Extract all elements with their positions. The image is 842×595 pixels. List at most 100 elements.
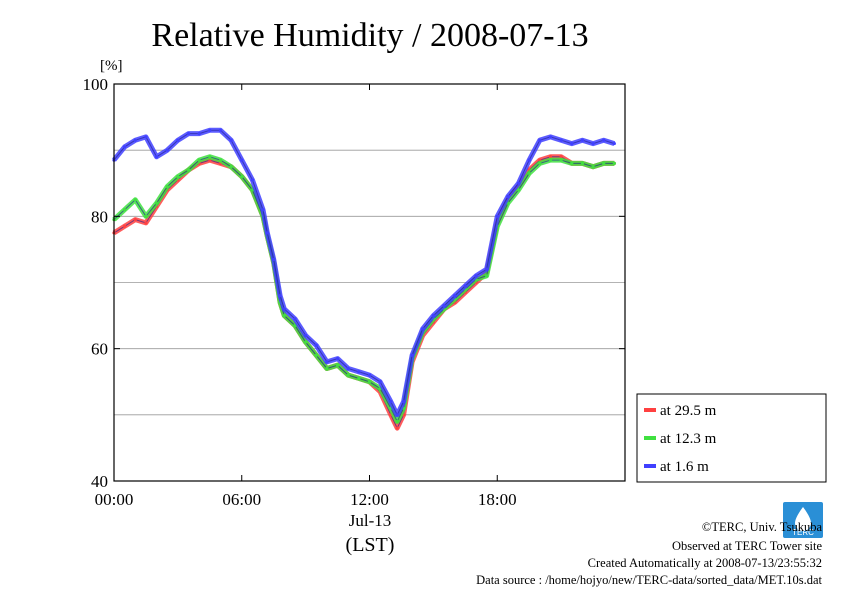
series-layer <box>112 127 616 431</box>
data-point <box>229 138 233 142</box>
data-point <box>395 419 399 424</box>
data-point <box>527 171 531 175</box>
x-axis-date-label: Jul-13 <box>349 511 392 530</box>
series-band-1 <box>112 154 615 431</box>
data-point <box>421 327 425 331</box>
data-point <box>325 360 329 364</box>
legend-box <box>636 393 827 483</box>
data-point <box>357 376 361 381</box>
data-point <box>123 145 127 149</box>
data-point <box>548 158 553 162</box>
legend-label-3: at 1.6 m <box>660 459 709 475</box>
x-tick-label-0: 00:00 <box>95 490 134 509</box>
data-point <box>282 313 286 318</box>
legend-label-2: at 12.3 m <box>660 431 717 447</box>
data-point <box>357 370 361 374</box>
data-point <box>453 294 457 298</box>
data-point <box>559 155 563 159</box>
axis-ticks: 40 60 80 100 00:00 06:00 12:00 18:00 <box>83 75 625 509</box>
data-point <box>304 333 308 338</box>
data-point <box>367 373 372 377</box>
source-text: Data source : /home/hojyo/new/TERC-data/… <box>476 573 822 587</box>
terc-logo: TERC <box>783 502 823 538</box>
data-point <box>314 343 318 347</box>
data-point <box>442 304 446 308</box>
data-point <box>123 208 127 212</box>
data-point <box>218 128 223 132</box>
series-1 <box>112 154 616 431</box>
series-line-1 <box>113 156 615 429</box>
data-point <box>516 188 521 192</box>
series-2 <box>112 154 616 424</box>
data-point <box>548 155 553 159</box>
data-point <box>485 274 489 278</box>
data-point <box>474 274 478 278</box>
series-band-3 <box>112 127 616 418</box>
data-point <box>293 317 297 321</box>
chart-title: Relative Humidity / 2008-07-13 <box>151 17 588 54</box>
y-tick-label-100: 100 <box>83 75 109 94</box>
data-point <box>395 426 399 430</box>
data-point <box>325 366 329 371</box>
data-point <box>538 138 542 142</box>
data-point <box>401 400 406 404</box>
series-3 <box>112 127 616 418</box>
series-band-2 <box>112 154 615 424</box>
data-point <box>278 294 282 298</box>
data-point <box>133 198 137 202</box>
data-point <box>314 353 318 357</box>
data-point <box>591 141 595 146</box>
data-point <box>272 257 276 261</box>
y-tick-label-80: 80 <box>91 207 108 226</box>
data-point <box>261 208 265 212</box>
data-point <box>612 141 616 146</box>
data-point <box>197 158 201 162</box>
data-point <box>250 178 254 182</box>
data-point <box>154 155 159 159</box>
data-point <box>346 373 350 377</box>
copyright-text: ©TERC, Univ. Tsukuba <box>702 520 823 534</box>
data-point <box>602 161 606 165</box>
data-point <box>495 214 499 218</box>
data-point <box>144 135 148 139</box>
data-point <box>197 132 201 136</box>
data-point <box>335 356 340 361</box>
data-point <box>580 161 585 165</box>
data-point <box>240 158 244 162</box>
created-text: Created Automatically at 2008-07-13/23:5… <box>588 556 822 570</box>
data-point <box>570 141 574 146</box>
data-point <box>165 148 169 152</box>
data-point <box>506 194 510 199</box>
data-point <box>218 158 223 162</box>
x-tick-label-12: 12:00 <box>350 490 389 509</box>
x-axis-unit-label: (LST) <box>346 534 395 556</box>
data-point <box>559 158 563 162</box>
data-point <box>538 161 542 165</box>
data-point <box>516 181 521 185</box>
data-point <box>133 138 137 142</box>
data-point <box>240 175 244 179</box>
data-point <box>527 158 531 162</box>
data-point <box>144 214 148 218</box>
data-point <box>133 218 137 222</box>
data-point <box>367 380 372 384</box>
data-point <box>431 313 435 318</box>
data-point <box>176 175 180 179</box>
data-point <box>208 155 212 159</box>
data-point <box>580 138 585 142</box>
data-point <box>389 400 393 404</box>
site-text: Observed at TERC Tower site <box>672 539 822 553</box>
data-point <box>346 366 350 371</box>
data-point <box>463 284 467 288</box>
legend-label-1: at 29.5 m <box>660 403 717 419</box>
y-tick-label-60: 60 <box>91 340 108 359</box>
grid-lines <box>114 149 625 416</box>
data-point <box>612 161 616 165</box>
data-point <box>282 307 286 311</box>
data-point <box>186 168 191 172</box>
data-point <box>123 224 127 228</box>
data-point <box>208 128 212 132</box>
x-tick-label-6: 06:00 <box>222 490 261 509</box>
data-point <box>602 138 606 142</box>
data-point <box>395 413 399 417</box>
